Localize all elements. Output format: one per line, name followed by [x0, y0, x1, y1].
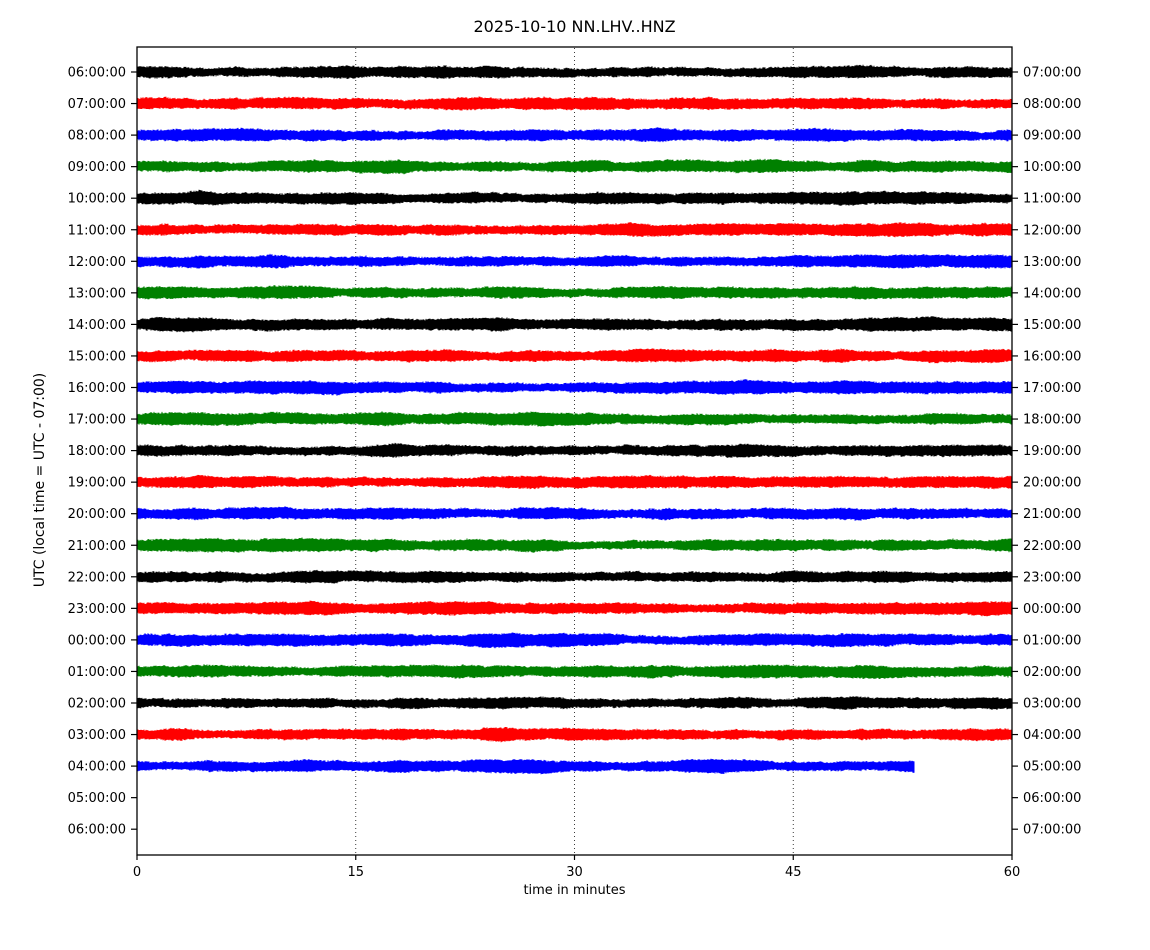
local-tick-label: 18:00:00 — [1023, 413, 1081, 428]
trace-row-3 — [136, 158, 1013, 175]
local-tick-label: 04:00:00 — [1023, 728, 1081, 743]
local-tick-label: 09:00:00 — [1023, 129, 1081, 144]
utc-tick-label: 06:00:00 — [68, 823, 126, 838]
trace-row-17 — [136, 600, 1013, 617]
local-tick-label: 23:00:00 — [1023, 570, 1081, 585]
x-tick-label: 15 — [347, 865, 364, 880]
local-tick-label: 07:00:00 — [1023, 66, 1081, 81]
trace-row-22 — [136, 758, 915, 775]
local-tick-label: 08:00:00 — [1023, 97, 1081, 112]
trace-row-14 — [136, 506, 1013, 521]
local-tick-label: 17:00:00 — [1023, 381, 1081, 396]
local-tick-label: 20:00:00 — [1023, 476, 1081, 491]
local-tick-label: 14:00:00 — [1023, 286, 1081, 301]
utc-tick-label: 12:00:00 — [68, 255, 126, 270]
utc-tick-label: 11:00:00 — [68, 223, 126, 238]
utc-tick-label: 22:00:00 — [68, 570, 126, 585]
local-tick-label: 01:00:00 — [1023, 633, 1081, 648]
x-tick-label: 30 — [566, 865, 583, 880]
utc-tick-label: 23:00:00 — [68, 602, 126, 617]
trace-row-7 — [136, 285, 1013, 300]
x-tick-label: 45 — [785, 865, 802, 880]
utc-tick-label: 05:00:00 — [68, 791, 126, 806]
utc-tick-label: 09:00:00 — [68, 160, 126, 175]
utc-tick-label: 07:00:00 — [68, 97, 126, 112]
trace-row-10 — [136, 379, 1013, 396]
trace-row-20 — [136, 696, 1013, 710]
local-tick-label: 21:00:00 — [1023, 507, 1081, 522]
trace-row-9 — [136, 348, 1013, 364]
utc-tick-label: 04:00:00 — [68, 760, 126, 775]
utc-tick-label: 18:00:00 — [68, 444, 126, 459]
local-tick-label: 19:00:00 — [1023, 444, 1081, 459]
utc-tick-label: 00:00:00 — [68, 633, 126, 648]
local-tick-label: 12:00:00 — [1023, 223, 1081, 238]
utc-tick-label: 14:00:00 — [68, 318, 126, 333]
x-tick-label: 60 — [1004, 865, 1021, 880]
chart-title: 2025-10-10 NN.LHV..HNZ — [473, 17, 676, 36]
local-tick-label: 16:00:00 — [1023, 349, 1081, 364]
trace-row-13 — [136, 474, 1013, 490]
utc-tick-label: 15:00:00 — [68, 349, 126, 364]
local-tick-label: 06:00:00 — [1023, 791, 1081, 806]
utc-tick-label: 06:00:00 — [68, 66, 126, 81]
local-tick-label: 22:00:00 — [1023, 539, 1081, 554]
utc-tick-label: 08:00:00 — [68, 129, 126, 144]
local-tick-label: 03:00:00 — [1023, 697, 1081, 712]
trace-row-12 — [136, 442, 1013, 458]
local-tick-label: 00:00:00 — [1023, 602, 1081, 617]
x-tick-label: 0 — [133, 865, 141, 880]
trace-row-8 — [136, 316, 1013, 333]
trace-row-15 — [136, 537, 1013, 553]
utc-tick-label: 03:00:00 — [68, 728, 126, 743]
trace-row-0 — [136, 64, 1013, 79]
trace-row-16 — [136, 569, 1013, 584]
utc-tick-label: 13:00:00 — [68, 286, 126, 301]
trace-row-11 — [136, 411, 1013, 427]
local-tick-label: 02:00:00 — [1023, 665, 1081, 680]
local-tick-label: 11:00:00 — [1023, 192, 1081, 207]
utc-tick-label: 19:00:00 — [68, 476, 126, 491]
utc-tick-label: 01:00:00 — [68, 665, 126, 680]
utc-tick-label: 21:00:00 — [68, 539, 126, 554]
x-axis-label: time in minutes — [523, 883, 626, 898]
local-tick-label: 15:00:00 — [1023, 318, 1081, 333]
utc-tick-label: 10:00:00 — [68, 192, 126, 207]
utc-tick-label: 02:00:00 — [68, 697, 126, 712]
local-tick-label: 10:00:00 — [1023, 160, 1081, 175]
trace-row-1 — [136, 96, 1013, 111]
utc-tick-label: 17:00:00 — [68, 413, 126, 428]
trace-row-18 — [136, 632, 1013, 649]
utc-tick-label: 16:00:00 — [68, 381, 126, 396]
local-tick-label: 07:00:00 — [1023, 823, 1081, 838]
local-tick-label: 05:00:00 — [1023, 760, 1081, 775]
local-tick-label: 13:00:00 — [1023, 255, 1081, 270]
utc-tick-label: 20:00:00 — [68, 507, 126, 522]
trace-row-21 — [136, 727, 1013, 743]
trace-row-2 — [136, 127, 1013, 143]
